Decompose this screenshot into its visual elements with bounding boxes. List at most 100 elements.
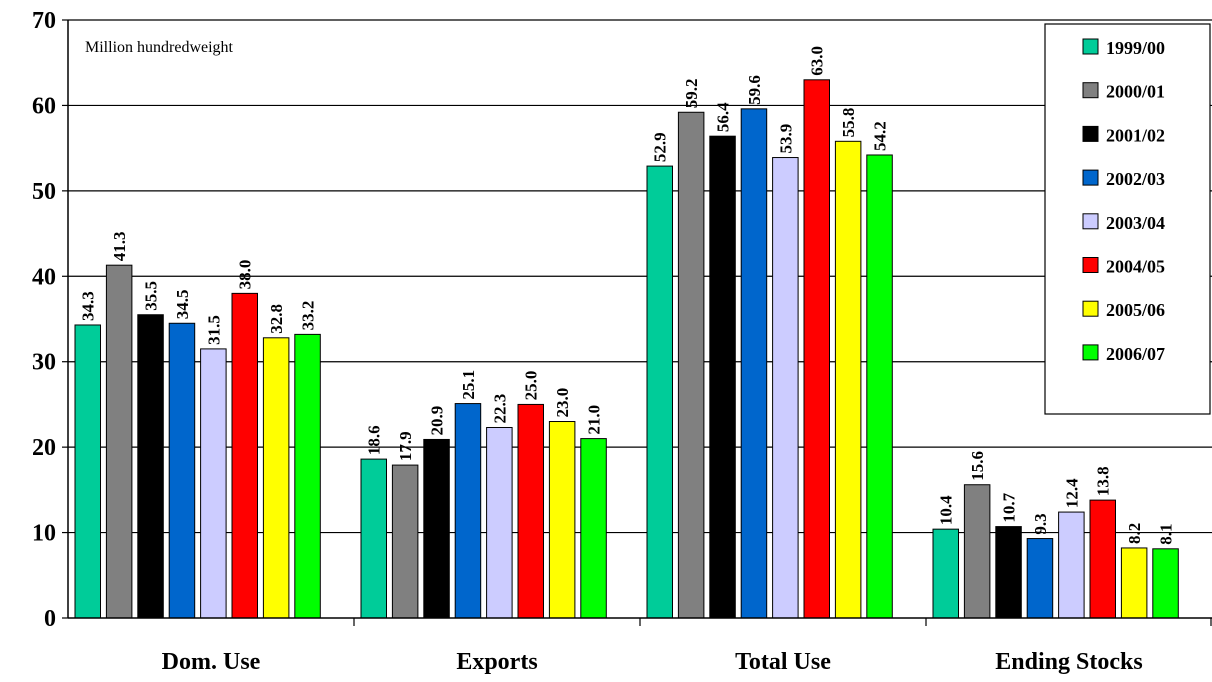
x-category-label: Dom. Use bbox=[162, 649, 261, 675]
x-category-label: Ending Stocks bbox=[995, 649, 1142, 675]
bar bbox=[995, 526, 1022, 619]
bar bbox=[1152, 548, 1179, 619]
legend-label: 2004/05 bbox=[1106, 257, 1165, 277]
bar bbox=[834, 140, 862, 619]
bar bbox=[74, 324, 101, 619]
bar bbox=[1120, 547, 1148, 619]
bar bbox=[963, 484, 991, 619]
bar bbox=[517, 403, 544, 619]
bar bbox=[677, 111, 705, 619]
y-tick-label: 50 bbox=[32, 179, 56, 205]
data-label: 25.1 bbox=[459, 370, 478, 400]
legend-label: 1999/00 bbox=[1106, 38, 1165, 58]
x-category-labels: Dom. Use Exports Total Use Ending Stocks bbox=[162, 649, 1143, 675]
data-label: 23.0 bbox=[553, 388, 572, 418]
data-label: 9.3 bbox=[1031, 513, 1050, 534]
bar bbox=[262, 337, 290, 619]
bar bbox=[709, 135, 736, 619]
bars bbox=[74, 79, 1179, 619]
x-category-label: Total Use bbox=[735, 649, 831, 675]
data-label: 55.8 bbox=[839, 108, 858, 138]
data-label: 34.5 bbox=[173, 290, 192, 320]
data-label: 8.1 bbox=[1157, 524, 1176, 545]
axes bbox=[62, 19, 1212, 626]
legend-swatch bbox=[1082, 213, 1099, 230]
data-label: 17.9 bbox=[396, 431, 415, 461]
bar bbox=[423, 438, 450, 619]
y-tick-labels: 0 10 20 30 40 50 60 70 bbox=[32, 8, 56, 632]
legend-box bbox=[1044, 23, 1211, 415]
data-label: 38.0 bbox=[236, 260, 255, 290]
bar bbox=[168, 322, 196, 619]
bar bbox=[772, 157, 799, 619]
legend-label: 2005/06 bbox=[1106, 300, 1165, 320]
y-tick-label: 0 bbox=[44, 606, 56, 632]
data-label: 15.6 bbox=[968, 451, 987, 481]
y-tick-label: 20 bbox=[32, 435, 56, 461]
bar bbox=[740, 108, 768, 619]
data-label: 53.9 bbox=[776, 124, 795, 154]
gridlines bbox=[68, 19, 1212, 534]
chart-annotation: Million hundredweight bbox=[85, 39, 234, 56]
data-label: 33.2 bbox=[299, 301, 318, 331]
bar bbox=[1058, 511, 1085, 619]
bar bbox=[200, 348, 227, 619]
bar bbox=[803, 79, 830, 619]
bar bbox=[932, 528, 959, 619]
data-label: 10.7 bbox=[1000, 492, 1019, 522]
bar bbox=[231, 292, 258, 619]
bar bbox=[1026, 538, 1054, 619]
legend: 1999/00 2000/01 2001/02 2002/03 2003/04 2004/… bbox=[1044, 23, 1211, 415]
bar bbox=[486, 426, 513, 619]
y-tick-label: 70 bbox=[32, 8, 56, 34]
data-label: 25.0 bbox=[522, 371, 541, 401]
legend-label: 2002/03 bbox=[1106, 169, 1165, 189]
data-label: 13.8 bbox=[1094, 466, 1113, 496]
data-label: 54.2 bbox=[871, 121, 890, 151]
bar bbox=[646, 165, 673, 619]
y-tick-label: 40 bbox=[32, 264, 56, 290]
data-label: 21.0 bbox=[585, 405, 604, 435]
legend-label: 2003/04 bbox=[1106, 213, 1165, 233]
data-label: 31.5 bbox=[204, 315, 223, 345]
data-label: 8.2 bbox=[1125, 523, 1144, 544]
legend-label: 2006/07 bbox=[1106, 344, 1165, 364]
bar bbox=[548, 421, 576, 619]
x-category-label: Exports bbox=[456, 649, 537, 675]
legend-swatch bbox=[1082, 82, 1099, 99]
bar bbox=[294, 333, 321, 619]
data-label: 59.6 bbox=[745, 75, 764, 105]
bar bbox=[360, 458, 387, 619]
data-label: 52.9 bbox=[651, 132, 670, 162]
bar bbox=[105, 264, 133, 619]
bar bbox=[391, 464, 419, 619]
legend-label: 2001/02 bbox=[1106, 125, 1165, 145]
data-label: 35.5 bbox=[142, 281, 161, 311]
legend-label: 2000/01 bbox=[1106, 82, 1165, 102]
bar bbox=[1089, 499, 1116, 619]
bar bbox=[580, 438, 607, 619]
data-label: 59.2 bbox=[682, 79, 701, 109]
data-label: 41.3 bbox=[110, 231, 129, 261]
legend-swatch bbox=[1082, 344, 1099, 361]
data-label: 22.3 bbox=[490, 394, 509, 424]
bar bbox=[866, 154, 893, 619]
data-label: 12.4 bbox=[1062, 478, 1081, 508]
data-label: 63.0 bbox=[808, 46, 827, 76]
y-tick-label: 10 bbox=[32, 521, 56, 547]
data-label: 32.8 bbox=[267, 304, 286, 334]
legend-swatch bbox=[1082, 300, 1099, 317]
legend-swatch bbox=[1082, 257, 1099, 273]
data-label: 56.4 bbox=[714, 102, 733, 132]
data-label: 34.3 bbox=[79, 291, 98, 321]
y-tick-label: 30 bbox=[32, 350, 56, 376]
data-labels: 34.3 41.3 35.5 34.5 31.5 38.0 32.8 33.2 18.6 17.9… bbox=[79, 46, 1176, 545]
data-label: 10.4 bbox=[937, 495, 956, 525]
data-label: 20.9 bbox=[428, 406, 447, 436]
y-tick-label: 60 bbox=[32, 93, 56, 119]
data-label: 18.6 bbox=[365, 425, 384, 455]
bar bbox=[454, 403, 482, 619]
bar bbox=[137, 314, 164, 619]
